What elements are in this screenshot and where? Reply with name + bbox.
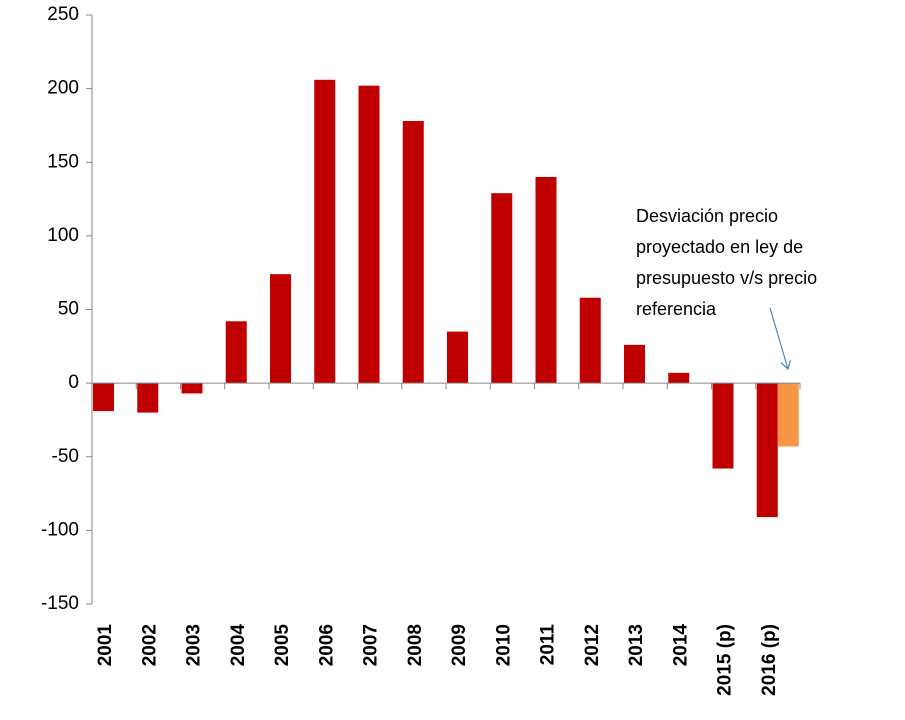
bar (447, 331, 468, 384)
x-tick-label: 2015 (p) (715, 624, 736, 696)
x-tick-label: 2011 (538, 624, 559, 666)
y-tick-label: -150 (41, 593, 79, 614)
bar (402, 121, 424, 384)
y-tick-label: 150 (47, 151, 79, 172)
bar (225, 321, 247, 384)
bar (314, 79, 336, 384)
y-tick-label: 0 (68, 372, 79, 393)
bar (579, 297, 601, 384)
x-tick-label: 2002 (139, 624, 160, 666)
x-tick-label: 2014 (670, 624, 691, 667)
x-tick-label: 2008 (405, 624, 426, 666)
bar (358, 85, 380, 384)
bar (777, 383, 799, 447)
annotation: proyectado en ley de (636, 237, 803, 257)
bar (270, 274, 291, 384)
bar (137, 383, 159, 413)
bar (712, 383, 734, 469)
x-tick-label: 2009 (449, 624, 470, 666)
bar (668, 372, 690, 384)
annotation: presupuesto v/s precio (636, 268, 817, 288)
bar (181, 383, 203, 394)
bar (491, 193, 513, 384)
x-tick-label: 2012 (582, 624, 603, 666)
bar (535, 176, 557, 384)
annotation: referencia (636, 299, 717, 319)
bar (756, 383, 778, 518)
x-tick-label: 2016 (p) (759, 624, 780, 696)
x-tick-label: 2007 (361, 624, 382, 666)
y-tick-label: 250 (47, 4, 79, 25)
y-tick-label: 50 (58, 299, 79, 320)
x-tick-label: 2013 (626, 624, 647, 666)
y-tick-label: -50 (52, 446, 79, 467)
y-tick-label: 200 (47, 78, 79, 99)
x-tick-label: 2004 (228, 624, 249, 667)
x-tick-label: 2001 (95, 624, 116, 667)
x-tick-label: 2006 (316, 624, 337, 666)
x-tick-label: 2010 (493, 624, 514, 666)
x-tick-label: 2003 (184, 624, 205, 666)
bar (93, 383, 114, 412)
y-tick-label: -100 (41, 519, 79, 540)
bar (624, 344, 645, 384)
annotation-arrow (769, 307, 788, 369)
x-tick-label: 2005 (272, 624, 293, 667)
y-tick-label: 100 (47, 225, 79, 246)
annotation: Desviación precio (636, 206, 778, 226)
